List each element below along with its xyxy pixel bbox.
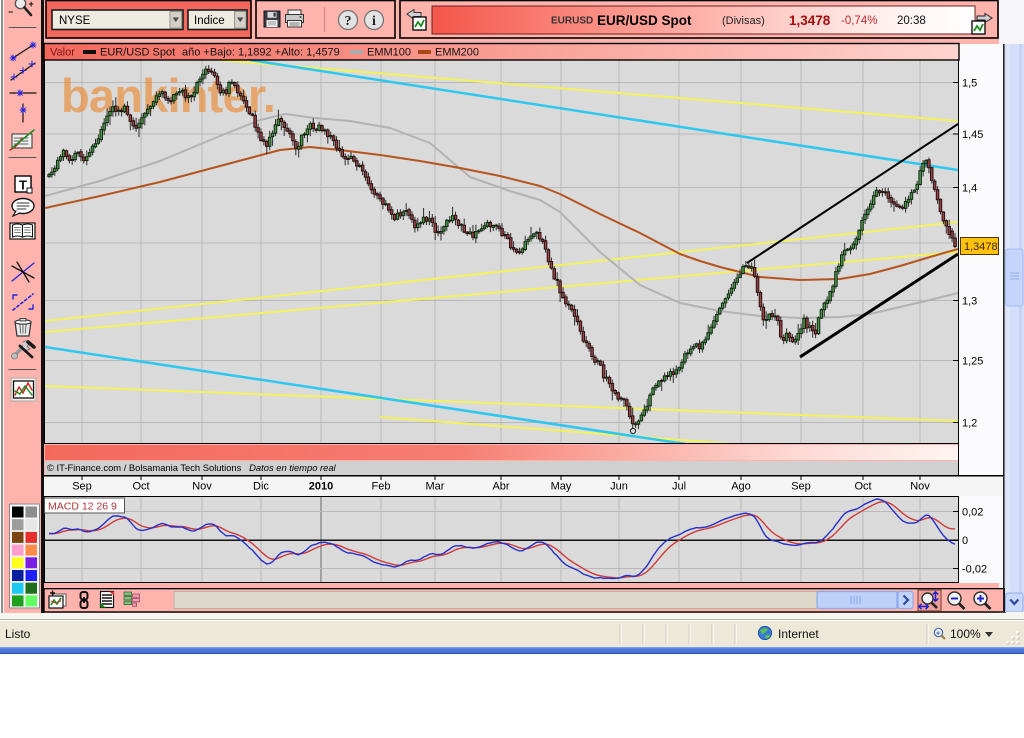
svg-text:Jun: Jun: [610, 481, 628, 493]
svg-text:(Divisas): (Divisas): [722, 15, 765, 27]
svg-text:1,4: 1,4: [962, 183, 977, 195]
svg-text:1,2: 1,2: [962, 418, 977, 430]
svg-text:EUR/USD Spot: EUR/USD Spot: [597, 13, 692, 28]
svg-text:EURUSD: EURUSD: [551, 16, 593, 27]
svg-text:Mar: Mar: [426, 481, 445, 493]
svg-text:Ago: Ago: [731, 481, 751, 493]
svg-text:Sep: Sep: [791, 481, 811, 493]
svg-text:1,5: 1,5: [962, 78, 977, 90]
svg-text:1,3478: 1,3478: [789, 13, 831, 28]
svg-text:© IT-Finance.com / Bolsamania: © IT-Finance.com / Bolsamania Tech Solut…: [47, 462, 337, 473]
svg-text:May: May: [551, 481, 572, 493]
svg-text:Dic: Dic: [253, 481, 269, 493]
svg-text:-0,74%: -0,74%: [841, 15, 877, 27]
svg-text:T: T: [19, 178, 27, 193]
svg-text:Abr: Abr: [492, 481, 509, 493]
svg-text:100%: 100%: [950, 627, 981, 641]
svg-text:NYSE: NYSE: [59, 15, 91, 27]
svg-text:Nov: Nov: [192, 481, 212, 493]
svg-text:1,25: 1,25: [962, 355, 983, 367]
svg-text:-0,02: -0,02: [962, 564, 987, 576]
svg-text:1,45: 1,45: [962, 129, 983, 141]
svg-text:?: ?: [345, 14, 352, 29]
svg-text:Nov: Nov: [910, 481, 930, 493]
svg-text:Sep: Sep: [72, 481, 92, 493]
svg-text:i: i: [372, 14, 376, 29]
svg-text:Jul: Jul: [672, 481, 686, 493]
svg-text:bankinter.: bankinter.: [61, 69, 275, 122]
svg-text:0,02: 0,02: [962, 507, 983, 519]
svg-text:0: 0: [962, 535, 968, 547]
svg-text:Oct: Oct: [854, 481, 871, 493]
svg-text:Oct: Oct: [132, 481, 149, 493]
svg-text:Indice: Indice: [194, 15, 225, 27]
svg-text:+: +: [936, 631, 940, 638]
svg-text:+: +: [29, 0, 34, 9]
svg-text:Feb: Feb: [372, 481, 391, 493]
svg-text:EUR/USD Spot: EUR/USD Spot: [100, 47, 175, 59]
svg-text:EMM200: EMM200: [435, 47, 479, 59]
svg-text:1,3: 1,3: [962, 296, 977, 308]
svg-text:año +Bajo: 1,1892 +Alto: 1,457: año +Bajo: 1,1892 +Alto: 1,4579: [182, 47, 340, 59]
svg-text:EMM100: EMM100: [367, 47, 411, 59]
svg-text:Valor: Valor: [50, 47, 75, 59]
svg-text:Internet: Internet: [778, 627, 819, 641]
svg-text:2010: 2010: [309, 481, 333, 493]
svg-text:1,3478: 1,3478: [964, 241, 998, 253]
svg-text:−: −: [8, 7, 13, 17]
svg-text:20:38: 20:38: [897, 15, 926, 27]
svg-text:MACD 12 26 9: MACD 12 26 9: [48, 501, 117, 513]
